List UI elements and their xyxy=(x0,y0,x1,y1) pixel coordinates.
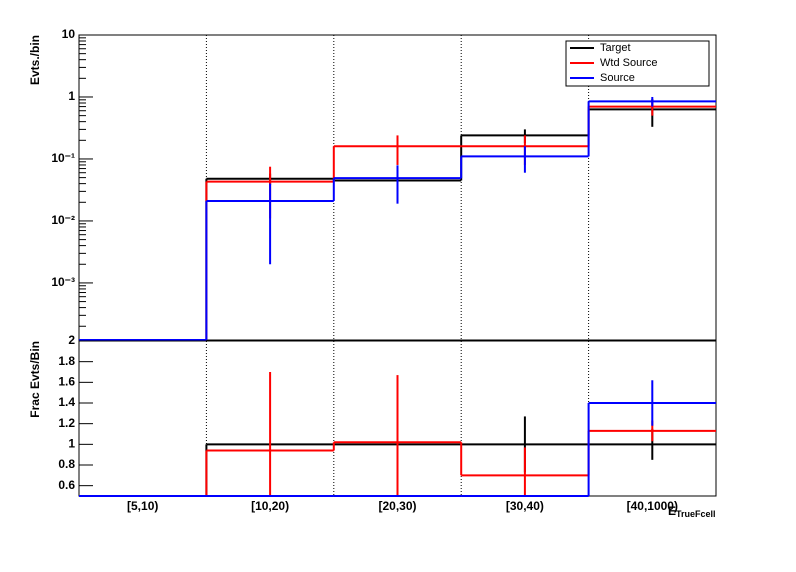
y-tick-label: 1.2 xyxy=(58,416,75,430)
y-tick-label: 10⁻² xyxy=(51,213,75,227)
y-tick-label: 10 xyxy=(62,27,76,41)
y-tick-label: 1 xyxy=(68,437,75,451)
y-tick-label: 0.8 xyxy=(58,457,75,471)
x-axis-label: ETrueFcell xyxy=(668,504,716,519)
y-tick-label: 10⁻¹ xyxy=(51,151,75,165)
x-tick-label: [30,40) xyxy=(506,499,544,513)
y-axis-label: Frac Evts/Bin xyxy=(28,341,42,418)
legend-label: Source xyxy=(600,72,635,84)
x-tick-label: [40,1000) xyxy=(627,499,678,513)
x-axis-label-main: E xyxy=(668,504,676,518)
x-tick-label: [20,30) xyxy=(378,499,416,513)
y-tick-label: 1 xyxy=(68,89,75,103)
y-tick-label: 1.6 xyxy=(58,375,75,389)
plot-frame xyxy=(78,34,717,341)
x-tick-label: [10,20) xyxy=(251,499,289,513)
x-tick-label: [5,10) xyxy=(127,499,158,513)
y-axis-label: Evts./bin xyxy=(28,35,42,85)
y-tick-label: 0.6 xyxy=(58,478,75,492)
y-tick-label: 1.8 xyxy=(58,354,75,368)
y-tick-label: 2 xyxy=(68,333,75,347)
y-tick-label: 10⁻³ xyxy=(51,275,75,289)
y-tick-label: 1.4 xyxy=(58,395,75,409)
legend-label: Wtd Source xyxy=(600,57,657,69)
legend: Target Wtd Source Source xyxy=(565,40,710,87)
x-axis-label-sub: TrueFcell xyxy=(676,509,716,519)
legend-label: Target xyxy=(600,42,631,54)
